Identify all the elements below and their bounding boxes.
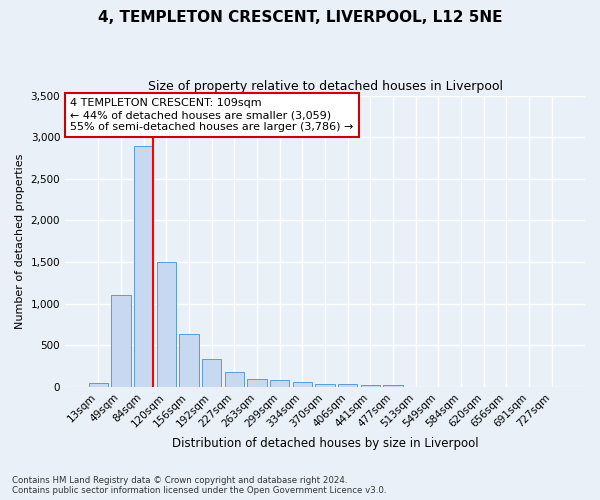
X-axis label: Distribution of detached houses by size in Liverpool: Distribution of detached houses by size … <box>172 437 478 450</box>
Bar <box>89 383 108 387</box>
Y-axis label: Number of detached properties: Number of detached properties <box>15 154 25 329</box>
Bar <box>316 384 335 387</box>
Bar <box>134 146 153 387</box>
Bar <box>225 372 244 387</box>
Bar <box>247 378 266 387</box>
Text: Contains HM Land Registry data © Crown copyright and database right 2024.
Contai: Contains HM Land Registry data © Crown c… <box>12 476 386 495</box>
Bar <box>270 380 289 387</box>
Bar <box>112 296 131 387</box>
Bar <box>179 334 199 387</box>
Bar <box>361 385 380 387</box>
Title: Size of property relative to detached houses in Liverpool: Size of property relative to detached ho… <box>148 80 503 93</box>
Bar <box>383 386 403 387</box>
Text: 4 TEMPLETON CRESCENT: 109sqm
← 44% of detached houses are smaller (3,059)
55% of: 4 TEMPLETON CRESCENT: 109sqm ← 44% of de… <box>70 98 353 132</box>
Bar <box>157 262 176 387</box>
Bar <box>338 384 358 387</box>
Bar <box>202 360 221 387</box>
Text: 4, TEMPLETON CRESCENT, LIVERPOOL, L12 5NE: 4, TEMPLETON CRESCENT, LIVERPOOL, L12 5N… <box>98 10 502 25</box>
Bar <box>293 382 312 387</box>
